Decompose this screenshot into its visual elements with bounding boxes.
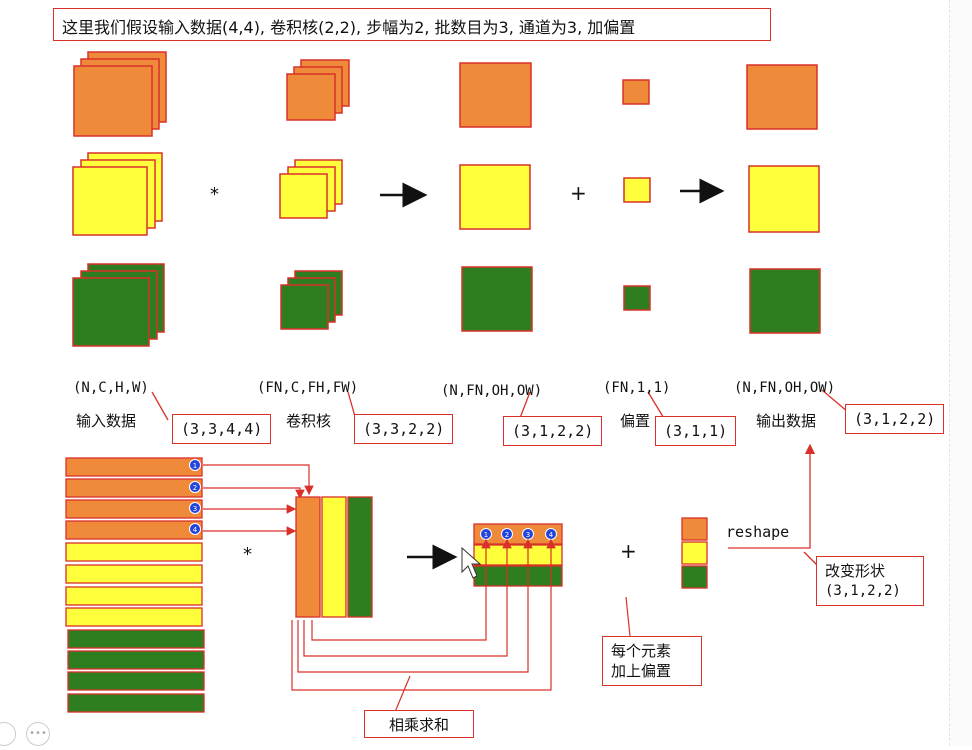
- multiply-operator-bottom: *: [243, 544, 252, 565]
- kernel-dims-box: (3,3,2,2): [354, 414, 454, 444]
- input-name-label: 输入数据: [76, 412, 137, 430]
- svg-text:3: 3: [193, 505, 197, 513]
- kernel-column-green: [347, 496, 373, 618]
- input-stack-green: [72, 263, 165, 347]
- mouse-cursor-icon: [461, 546, 482, 579]
- bias-orange: [622, 79, 650, 105]
- reshape-label: reshape: [726, 523, 790, 541]
- bias-column-yellow: [681, 541, 708, 565]
- input-stack-orange: [73, 51, 167, 137]
- svg-text:1: 1: [484, 531, 488, 539]
- sum-note-text: 相乘求和: [388, 716, 449, 734]
- conv-out-shape-label: (N,FN,OH,OW): [441, 383, 543, 399]
- title-text: 这里我们假设输入数据(4,4), 卷积核(2,2), 步幅为2, 批数目为3, …: [62, 18, 636, 37]
- reshape-note-line1: 改变形状: [825, 562, 886, 580]
- kernel-stack-green: [280, 270, 343, 330]
- conv-out-dims-box: (3,1,2,2): [503, 416, 603, 446]
- output-green: [749, 268, 821, 334]
- reshape-note-box: 改变形状 (3,1,2,2): [816, 556, 924, 606]
- row-badges-left: 1 2 3 4: [189, 459, 201, 535]
- reshape-arrow: [728, 443, 821, 569]
- bias-note-connector: [625, 596, 631, 637]
- bias-note-line2: 加上偏置: [611, 662, 672, 680]
- conv-result-orange: [459, 62, 532, 128]
- output-orange: [746, 64, 818, 130]
- reshape-note-line2: (3,1,2,2): [825, 583, 901, 599]
- output-name-label: 输出数据: [756, 412, 817, 430]
- bias-shape-label: (FN,1,1): [603, 380, 671, 396]
- bias-name-label: 偏置: [620, 412, 651, 430]
- output-yellow: [748, 165, 820, 233]
- svg-text:1: 1: [193, 462, 197, 470]
- svg-text:4: 4: [193, 526, 198, 534]
- bias-dims-box: (3,1,1): [655, 416, 737, 446]
- bias-note-box: 每个元素 加上偏置: [602, 636, 702, 686]
- svg-text:4: 4: [549, 531, 554, 539]
- label-connectors: [151, 389, 849, 421]
- bias-green: [623, 285, 651, 311]
- title-box: 这里我们假设输入数据(4,4), 卷积核(2,2), 步幅为2, 批数目为3, …: [53, 8, 771, 41]
- result-matrix: 1 2 3 4: [473, 523, 563, 587]
- multiply-sum-lines: [291, 538, 556, 713]
- sum-note-box: 相乘求和: [364, 710, 474, 738]
- plus-operator-top: +: [570, 181, 587, 205]
- right-scroll-strip: [949, 0, 972, 746]
- input-stack-yellow: [72, 152, 163, 236]
- bias-yellow: [623, 177, 651, 203]
- bias-column-orange: [681, 517, 708, 541]
- plus-operator-bottom: +: [620, 539, 637, 563]
- bias-column-green: [681, 565, 708, 589]
- output-shape-label: (N,FN,OH,OW): [734, 380, 836, 396]
- output-dims-box: (3,1,2,2): [845, 404, 945, 434]
- kernel-column-yellow: [321, 496, 347, 618]
- conv-result-green: [461, 266, 533, 332]
- kernel-stack-yellow: [279, 159, 343, 219]
- kernel-shape-label: (FN,C,FH,FW): [257, 380, 359, 396]
- input-dims-box: (3,3,4,4): [172, 414, 272, 444]
- multiply-operator-top: *: [210, 184, 219, 205]
- svg-text:2: 2: [505, 531, 509, 539]
- row-to-kernel-arrows: [203, 464, 314, 536]
- kernel-stack-orange: [286, 59, 350, 121]
- im2col-rows: [65, 457, 205, 713]
- kernel-name-label: 卷积核: [286, 412, 332, 430]
- svg-text:3: 3: [526, 531, 530, 539]
- kernel-column-orange: [295, 496, 321, 618]
- more-options-icon: •••: [26, 722, 50, 746]
- bias-note-line1: 每个元素: [611, 642, 672, 660]
- svg-text:2: 2: [193, 484, 197, 492]
- input-shape-label: (N,C,H,W): [73, 380, 149, 396]
- conv-result-yellow: [459, 164, 531, 230]
